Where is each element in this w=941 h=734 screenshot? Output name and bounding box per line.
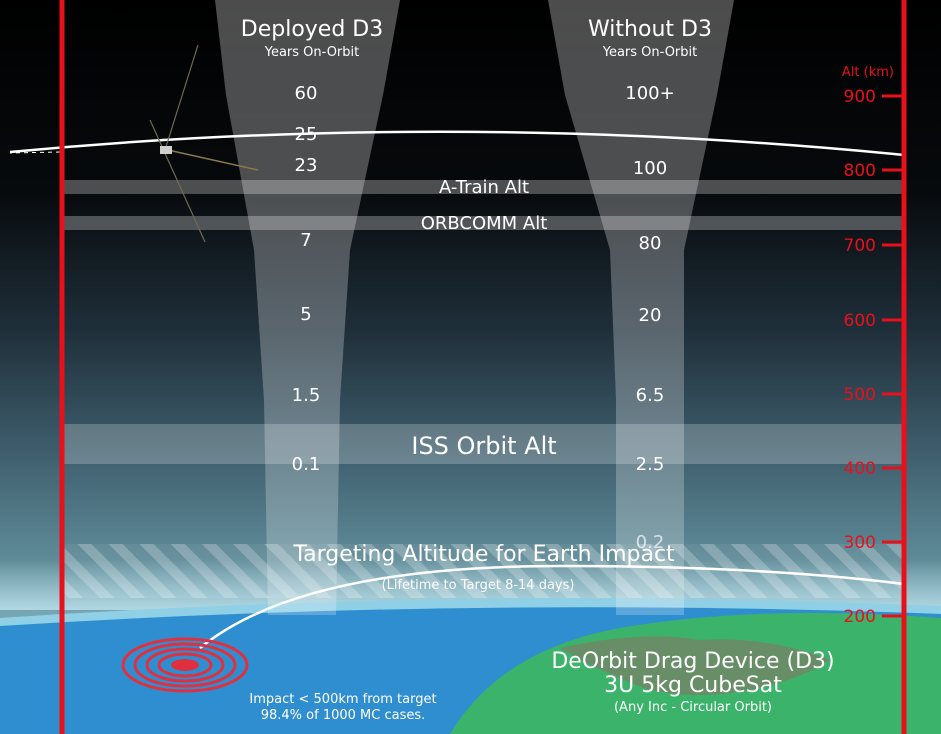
altitude-ticks	[882, 94, 904, 618]
orbit-curve-tail	[9, 151, 61, 154]
deployed-subtitle: Years On-Orbit	[264, 45, 360, 60]
tick-label-400: 400	[844, 459, 876, 479]
orbcomm-band	[62, 216, 904, 230]
device-title: DeOrbit Drag Device (D3)	[551, 649, 834, 674]
device-subtitle: 3U 5kg CubeSat	[604, 673, 782, 698]
iss-label: ISS Orbit Alt	[411, 432, 556, 460]
without-value: 2.5	[636, 454, 665, 475]
targeting-title: Targeting Altitude for Earth Impact	[292, 542, 675, 567]
iss-band	[62, 424, 904, 464]
reentry-curve	[199, 564, 905, 649]
deployed-title: Deployed D3	[241, 17, 383, 42]
mountain-range	[560, 636, 830, 695]
tick-label-800: 800	[844, 161, 876, 181]
deployed-value: 25	[295, 124, 318, 145]
satellite-icon	[149, 44, 259, 243]
tick-label-200: 200	[844, 607, 876, 627]
deployed-value: 1.5	[292, 385, 321, 406]
targeting-subtitle: (Lifetime to Target 8-14 days)	[382, 578, 575, 593]
without-subtitle: Years On-Orbit	[602, 45, 698, 60]
deployed-value: 7	[300, 230, 311, 251]
without-value: 20	[639, 305, 662, 326]
deployed-value: 5	[300, 304, 311, 325]
orbcomm-label: ORBCOMM Alt	[421, 213, 548, 234]
tick-label-600: 600	[844, 311, 876, 331]
without-value: 100	[633, 158, 667, 179]
deployed-value: 0.1	[292, 454, 321, 475]
deployed-value: 23	[295, 155, 318, 176]
orbit-curve-upper	[9, 130, 905, 157]
without-column	[548, 0, 734, 615]
axis-title: Alt (km)	[842, 65, 894, 80]
impact-target-icon	[121, 637, 249, 693]
deployed-value: 60	[295, 83, 318, 104]
impact-caption-line2: 98.4% of 1000 MC cases.	[261, 708, 426, 723]
atrain-band	[62, 180, 904, 194]
without-value: 0.2	[636, 532, 665, 553]
tick-label-500: 500	[844, 385, 876, 405]
without-value: 100+	[625, 83, 674, 104]
without-value: 6.5	[636, 385, 665, 406]
without-title: Without D3	[588, 17, 712, 42]
tick-label-900: 900	[844, 87, 876, 107]
atrain-label: A-Train Alt	[439, 177, 529, 198]
impact-caption-line1: Impact < 500km from target	[249, 692, 436, 707]
without-value: 80	[639, 233, 662, 254]
tick-label-700: 700	[844, 236, 876, 256]
deployed-column	[215, 0, 400, 615]
tick-label-300: 300	[844, 533, 876, 553]
device-note: (Any Inc - Circular Orbit)	[614, 700, 772, 715]
